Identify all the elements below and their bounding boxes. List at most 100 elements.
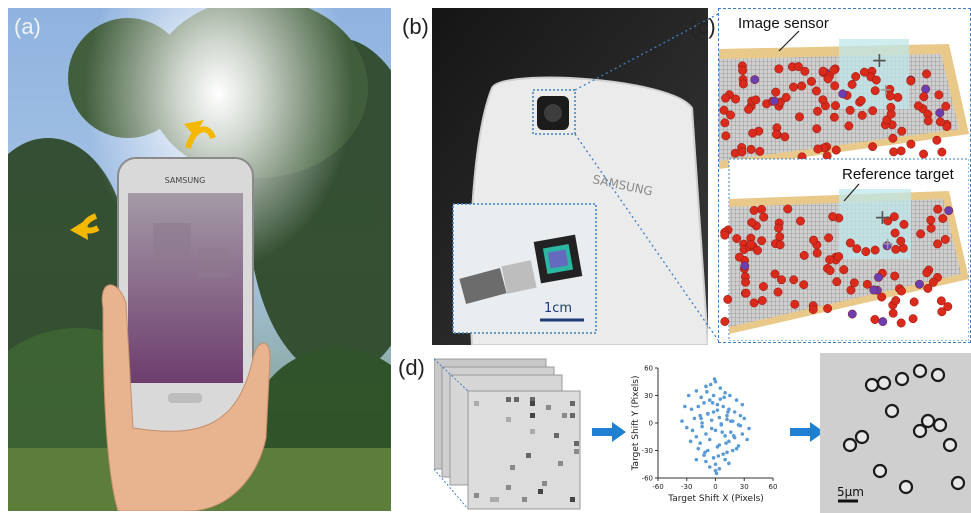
scatter-point bbox=[692, 416, 697, 421]
bead bbox=[877, 292, 887, 302]
scatter-point bbox=[716, 454, 721, 458]
panel-a-illustration: SAMSUNG bbox=[8, 8, 391, 511]
scatter-ytick-label: -60 bbox=[642, 475, 653, 483]
raw-pixel bbox=[490, 497, 495, 502]
scatter-point bbox=[699, 416, 703, 421]
bead bbox=[861, 247, 871, 257]
bead bbox=[908, 314, 918, 324]
bead bbox=[830, 81, 840, 91]
scatter-point bbox=[723, 457, 727, 462]
raw-pixel bbox=[474, 401, 479, 406]
bead bbox=[726, 110, 735, 120]
scatter-point bbox=[699, 395, 703, 400]
scatter-point bbox=[709, 426, 714, 431]
scatter-point bbox=[717, 415, 722, 420]
scatter-xtick-label: 0 bbox=[713, 483, 717, 491]
bead bbox=[926, 223, 936, 233]
image-sensor-label: Image sensor bbox=[738, 15, 829, 32]
bead bbox=[812, 248, 822, 258]
scatter-point bbox=[724, 441, 728, 445]
bead bbox=[749, 298, 759, 308]
bead bbox=[849, 278, 859, 288]
bead bbox=[828, 212, 838, 222]
bead bbox=[926, 215, 936, 225]
bead bbox=[732, 234, 742, 243]
bead bbox=[744, 104, 753, 114]
bead bbox=[928, 277, 938, 287]
bead bbox=[789, 82, 798, 92]
bead bbox=[795, 112, 804, 122]
raw-pixel bbox=[506, 417, 511, 422]
raw-pixel bbox=[542, 481, 547, 486]
panel-label-a: (a) bbox=[14, 14, 41, 39]
scatter-point bbox=[736, 444, 741, 448]
bead bbox=[748, 128, 758, 138]
bead bbox=[913, 101, 923, 111]
scatter-point bbox=[717, 467, 722, 471]
scatter-point bbox=[731, 434, 736, 438]
recon-bead bbox=[912, 423, 928, 439]
bead bbox=[789, 275, 799, 285]
bead bbox=[813, 144, 823, 154]
scatter-point bbox=[707, 398, 712, 402]
raw-pixel bbox=[474, 493, 479, 498]
bead bbox=[859, 67, 869, 77]
bead bbox=[720, 118, 730, 128]
bead bbox=[750, 75, 760, 85]
panel-c-sensor-renders: + + + + bbox=[719, 30, 970, 342]
bead bbox=[834, 252, 844, 262]
scatter-point bbox=[703, 450, 707, 455]
scatter-point bbox=[732, 410, 737, 414]
bead bbox=[774, 223, 784, 233]
blue-arrow-icon bbox=[592, 422, 626, 442]
scatter-point bbox=[689, 407, 694, 412]
scatter-point bbox=[727, 461, 731, 466]
bead bbox=[759, 212, 769, 222]
bead bbox=[897, 286, 906, 296]
scatter-point bbox=[686, 393, 691, 398]
scatter-point bbox=[706, 412, 710, 416]
panel-label-b: (b) bbox=[402, 14, 429, 39]
bead bbox=[823, 304, 833, 314]
image-sensor-pointer bbox=[778, 30, 800, 52]
scatter-point bbox=[698, 441, 702, 445]
reconstructed-image: 5μm bbox=[820, 353, 971, 513]
bead bbox=[747, 218, 757, 227]
scatter-point bbox=[738, 423, 743, 428]
recon-bead bbox=[912, 363, 928, 379]
scatter-xtick-label: -30 bbox=[681, 483, 692, 491]
scatter-point bbox=[723, 434, 727, 438]
bead bbox=[737, 147, 747, 157]
scatter-point bbox=[704, 432, 708, 436]
recon-bead bbox=[942, 437, 958, 453]
raw-pixel bbox=[494, 497, 499, 502]
raw-pixel bbox=[546, 405, 551, 410]
bead bbox=[774, 64, 784, 74]
bead bbox=[944, 206, 954, 216]
bead bbox=[719, 105, 729, 115]
scatter-point bbox=[745, 437, 749, 442]
bead bbox=[769, 96, 779, 106]
raw-pixel bbox=[562, 413, 567, 418]
bead bbox=[871, 75, 881, 85]
scatter-point bbox=[734, 446, 739, 451]
scatter-point bbox=[715, 408, 720, 412]
bead bbox=[777, 275, 786, 285]
scatter-point bbox=[698, 413, 702, 418]
bead bbox=[738, 66, 748, 75]
bead bbox=[723, 294, 733, 304]
bead bbox=[825, 255, 835, 265]
recon-bead bbox=[932, 417, 948, 433]
scatter-ytick-label: 60 bbox=[644, 365, 653, 373]
bead bbox=[808, 305, 818, 315]
scatter-point bbox=[726, 410, 730, 414]
scatter-point bbox=[705, 390, 709, 394]
scatter-point bbox=[694, 389, 699, 393]
bead bbox=[856, 96, 866, 105]
bead bbox=[868, 106, 878, 116]
scatter-point bbox=[690, 428, 695, 433]
bead bbox=[757, 204, 767, 214]
bead bbox=[746, 240, 756, 250]
scatter-point bbox=[718, 386, 723, 390]
bead bbox=[796, 216, 805, 226]
